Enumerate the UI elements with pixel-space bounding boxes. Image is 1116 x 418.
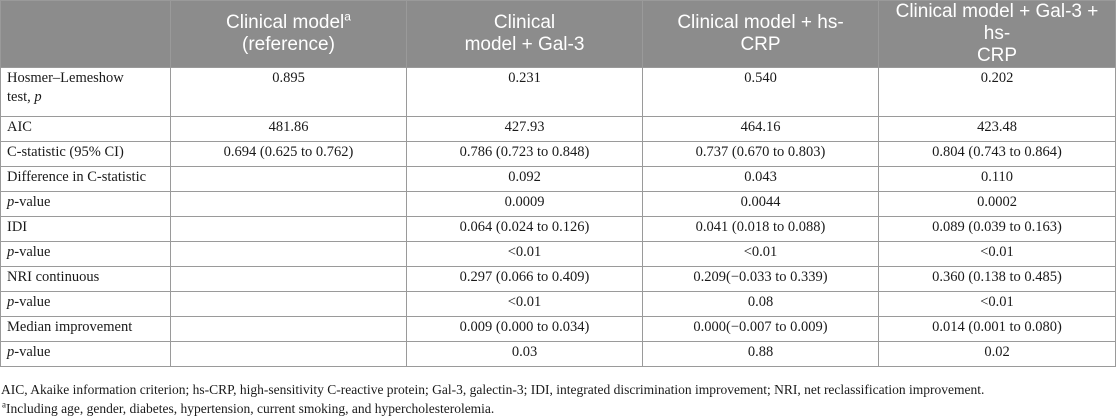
cell-value: 0.0002 [878,191,1116,217]
cell-value: 0.360 (0.138 to 0.485) [878,266,1116,292]
cell-value [170,316,407,342]
cell-value: 427.93 [406,116,643,142]
header-row: Clinical modela (reference) Clinical mod… [0,0,1116,68]
cell-value: 0.03 [406,341,643,367]
table-row: Hosmer–Lemeshow test, p 0.895 0.231 0.540… [0,67,1116,117]
row-label: p-value [0,291,171,317]
header-clinical-gal3-hscrp: Clinical model + Gal-3 + hs- CRP [878,0,1116,68]
cell-value: 0.089 (0.039 to 0.163) [878,216,1116,242]
cell-value: 0.08 [642,291,879,317]
cell-value: <0.01 [406,291,643,317]
cell-value: 0.041 (0.018 to 0.088) [642,216,879,242]
cell-value [170,266,407,292]
cell-value: 423.48 [878,116,1116,142]
row-label: Hosmer–Lemeshow test, p [0,67,171,117]
cell-value: <0.01 [642,241,879,267]
table-row: p-value <0.01 <0.01 <0.01 [0,241,1116,267]
cell-value: 0.0044 [642,191,879,217]
cell-value: 481.86 [170,116,407,142]
cell-value: 0.540 [642,67,879,117]
cell-value: <0.01 [878,291,1116,317]
cell-value: 0.737 (0.670 to 0.803) [642,141,879,167]
row-label: p-value [0,191,171,217]
cell-value [170,341,407,367]
header-clinical-model: Clinical modela (reference) [170,0,407,68]
cell-value: 0.895 [170,67,407,117]
cell-value: 464.16 [642,116,879,142]
table-footnotes: AIC, Akaike information criterion; hs-CR… [0,367,1116,418]
cell-value [170,291,407,317]
cell-value [170,241,407,267]
cell-value: 0.88 [642,341,879,367]
row-label: IDI [0,216,171,242]
row-label: Difference in C-statistic [0,166,171,192]
row-label: Median improvement [0,316,171,342]
row-label: C-statistic (95% CI) [0,141,171,167]
cell-value: 0.202 [878,67,1116,117]
cell-value: <0.01 [878,241,1116,267]
table-row: p-value 0.0009 0.0044 0.0002 [0,191,1116,217]
table-row: NRI continuous 0.297 (0.066 to 0.409) 0.… [0,266,1116,292]
table-row: Difference in C-statistic 0.092 0.043 0.… [0,166,1116,192]
cell-value: 0.297 (0.066 to 0.409) [406,266,643,292]
cell-value: 0.064 (0.024 to 0.126) [406,216,643,242]
cell-value: 0.231 [406,67,643,117]
row-label: AIC [0,116,171,142]
cell-value [170,216,407,242]
cell-value: 0.786 (0.723 to 0.848) [406,141,643,167]
cell-value: 0.043 [642,166,879,192]
model-comparison-table: Clinical modela (reference) Clinical mod… [0,0,1116,367]
cell-value: 0.694 (0.625 to 0.762) [170,141,407,167]
header-clinical-hscrp: Clinical model + hs- CRP [642,0,879,68]
table-row: p-value 0.03 0.88 0.02 [0,341,1116,367]
abbreviations-footnote: AIC, Akaike information criterion; hs-CR… [1,382,985,397]
cell-value [170,166,407,192]
table-row: C-statistic (95% CI) 0.694 (0.625 to 0.7… [0,141,1116,167]
table-row: AIC 481.86 427.93 464.16 423.48 [0,116,1116,142]
cell-value: 0.110 [878,166,1116,192]
cell-value: 0.000(−0.007 to 0.009) [642,316,879,342]
row-label: NRI continuous [0,266,171,292]
row-label: p-value [0,341,171,367]
table-row: p-value <0.01 0.08 <0.01 [0,291,1116,317]
table-row: IDI 0.064 (0.024 to 0.126) 0.041 (0.018 … [0,216,1116,242]
cell-value: 0.209(−0.033 to 0.339) [642,266,879,292]
cell-value: 0.0009 [406,191,643,217]
cell-value: 0.014 (0.001 to 0.080) [878,316,1116,342]
table-row: Median improvement 0.009 (0.000 to 0.034… [0,316,1116,342]
reference-model-footnote: aIncluding age, gender, diabetes, hypert… [2,399,495,416]
cell-value: 0.092 [406,166,643,192]
cell-value: 0.009 (0.000 to 0.034) [406,316,643,342]
header-cell-empty [0,0,171,68]
row-label: p-value [0,241,171,267]
cell-value: <0.01 [406,241,643,267]
header-clinical-gal3: Clinical model + Gal-3 [406,0,643,68]
cell-value: 0.804 (0.743 to 0.864) [878,141,1116,167]
cell-value [170,191,407,217]
cell-value: 0.02 [878,341,1116,367]
